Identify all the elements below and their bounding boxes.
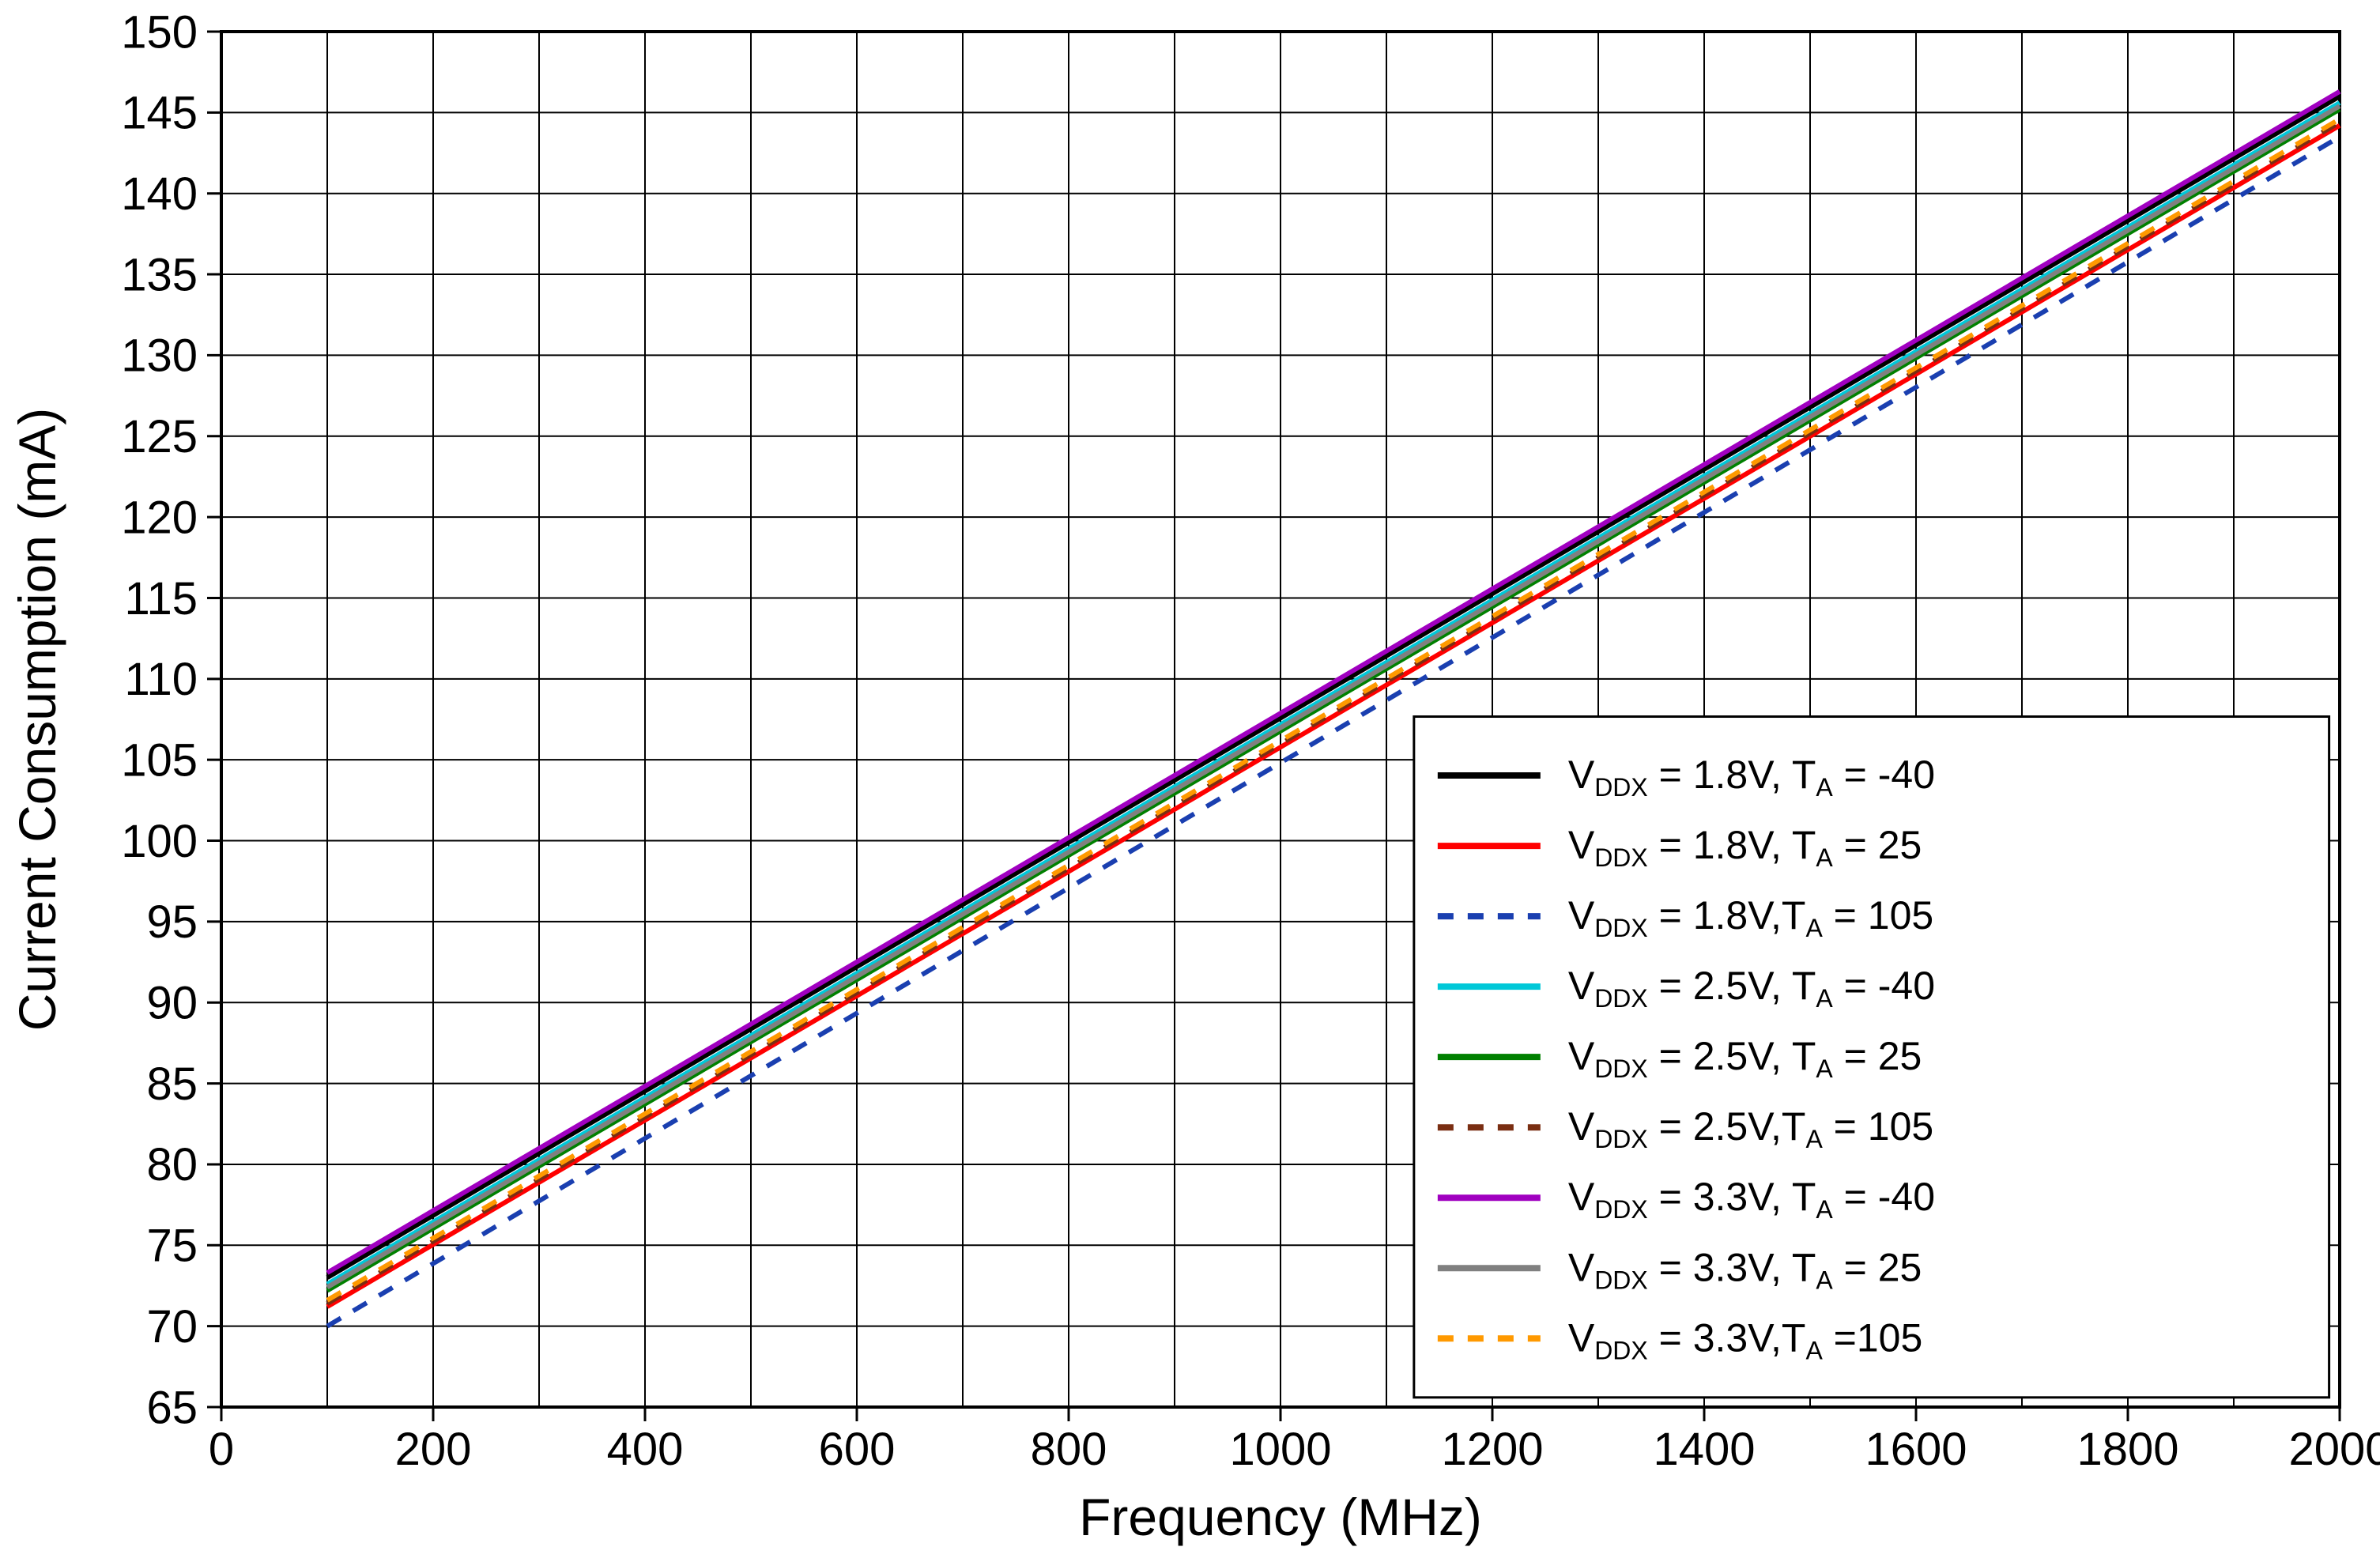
x-axis-title: Frequency (MHz) <box>1079 1488 1482 1546</box>
x-tick-label: 800 <box>1031 1424 1107 1475</box>
y-tick-label: 110 <box>125 654 198 705</box>
x-tick-label: 1600 <box>1865 1424 1967 1475</box>
y-tick-label: 115 <box>125 573 198 624</box>
x-tick-label: 400 <box>607 1424 684 1475</box>
y-tick-label: 105 <box>121 734 198 786</box>
y-tick-label: 150 <box>121 6 198 58</box>
y-tick-label: 135 <box>121 249 198 300</box>
x-tick-label: 1200 <box>1441 1424 1543 1475</box>
x-tick-label: 0 <box>209 1424 234 1475</box>
y-tick-label: 100 <box>121 816 198 867</box>
y-axis-title: Current Consumption (mA) <box>8 408 66 1032</box>
y-tick-label: 140 <box>121 168 198 220</box>
x-tick-label: 2000 <box>2288 1424 2380 1475</box>
y-tick-label: 125 <box>121 411 198 462</box>
x-tick-label: 200 <box>395 1424 472 1475</box>
y-tick-label: 130 <box>121 330 198 382</box>
y-tick-label: 75 <box>146 1221 198 1272</box>
y-tick-label: 120 <box>121 492 198 543</box>
x-tick-label: 1000 <box>1229 1424 1331 1475</box>
chart-container: 0 200 400 600 800 1000 1200 1400 1600 1800 2000 65 7… <box>0 0 2380 1562</box>
y-tick-label: 80 <box>146 1139 198 1190</box>
y-tick-label: 85 <box>146 1058 198 1110</box>
y-tick-label: 65 <box>146 1382 198 1433</box>
x-tick-label: 1800 <box>2076 1424 2178 1475</box>
y-tick-label: 90 <box>146 978 198 1029</box>
y-tick-label: 145 <box>121 88 198 139</box>
chart-svg: 0 200 400 600 800 1000 1200 1400 1600 1800 2000 65 7… <box>0 0 2380 1562</box>
y-tick-label: 95 <box>146 896 198 948</box>
x-tick-label: 600 <box>819 1424 896 1475</box>
x-tick-label: 1400 <box>1653 1424 1755 1475</box>
y-tick-label: 70 <box>146 1301 198 1353</box>
